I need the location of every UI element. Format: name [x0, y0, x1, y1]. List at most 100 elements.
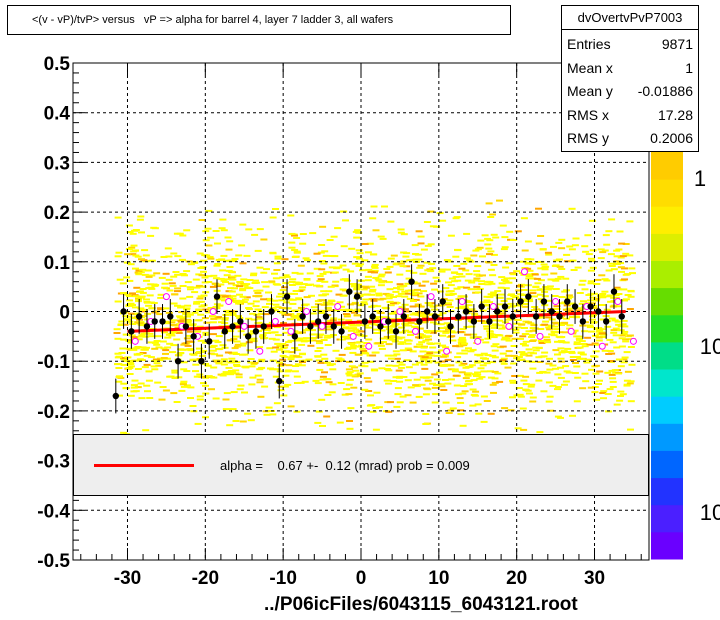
density-cell: [530, 352, 537, 355]
density-cell: [390, 296, 397, 298]
density-cell: [291, 256, 299, 258]
density-cell: [245, 307, 253, 309]
open-point: [567, 327, 575, 335]
density-cell: [153, 343, 161, 346]
density-cell: [187, 288, 194, 291]
density-cell: [189, 405, 197, 407]
density-cell: [460, 362, 468, 365]
density-cell: [250, 274, 257, 277]
density-cell: [193, 302, 200, 305]
density-cell: [524, 267, 532, 270]
density-cell: [265, 291, 272, 294]
density-cell: [609, 380, 617, 383]
density-cell: [609, 386, 617, 388]
density-cell: [296, 272, 304, 275]
density-cell: [271, 331, 279, 334]
density-cell: [374, 310, 381, 312]
density-cell: [404, 292, 412, 295]
density-cell: [513, 270, 521, 273]
density-cell: [180, 380, 188, 383]
density-cell: [379, 237, 387, 240]
density-cell: [261, 336, 269, 339]
density-cell: [574, 356, 581, 358]
density-cell: [399, 331, 407, 334]
density-cell: [299, 242, 307, 245]
density-cell: [604, 371, 612, 374]
fit-legend: alpha = 0.67 +- 0.12 (mrad) prob = 0.009: [73, 434, 649, 496]
density-cell: [350, 344, 358, 347]
density-cell: [474, 353, 482, 356]
density-cell: [315, 340, 323, 343]
density-cell: [601, 278, 609, 281]
profile-point: [307, 323, 314, 330]
density-cell: [212, 277, 220, 280]
density-cell: [418, 383, 426, 386]
density-cell: [246, 349, 254, 352]
density-cell: [276, 348, 283, 351]
density-cell: [621, 330, 629, 333]
density-cell: [550, 330, 558, 333]
density-cell: [135, 300, 142, 303]
density-cell: [385, 382, 393, 385]
density-cell: [295, 283, 303, 286]
density-cell: [577, 352, 585, 354]
density-cell: [137, 307, 145, 310]
density-cell: [410, 271, 418, 274]
profile-point: [602, 318, 610, 325]
density-cell: [361, 259, 369, 262]
density-cell: [426, 351, 434, 354]
density-cell: [420, 363, 428, 366]
density-cell: [218, 296, 226, 299]
density-cell: [337, 358, 345, 361]
density-cell: [623, 383, 631, 386]
density-cell: [151, 359, 159, 362]
density-cell: [588, 257, 595, 260]
density-cell: [241, 298, 249, 301]
density-cell: [565, 294, 573, 297]
density-cell: [532, 349, 540, 352]
density-cell: [609, 341, 617, 344]
density-cell: [465, 372, 473, 375]
density-cell: [316, 275, 324, 278]
open-point: [598, 342, 606, 350]
density-cell: [462, 366, 470, 369]
density-cell: [293, 251, 301, 254]
density-cell: [261, 385, 269, 388]
density-cell: [413, 326, 420, 329]
density-cell: [392, 364, 400, 367]
density-cell: [416, 327, 424, 330]
density-cell: [387, 318, 395, 321]
stat-label: RMS x: [567, 107, 609, 123]
density-cell: [505, 262, 513, 265]
density-cell: [165, 311, 173, 314]
palette-label: 1: [694, 166, 706, 191]
density-cell: [272, 208, 279, 210]
density-cell: [613, 255, 621, 258]
density-cell: [485, 202, 493, 205]
density-cell: [431, 401, 439, 404]
density-cell: [127, 359, 135, 362]
density-cell: [587, 386, 595, 389]
y-tick-label: -0.2: [37, 402, 70, 423]
density-cell: [501, 336, 509, 339]
density-cell: [540, 390, 548, 393]
density-cell: [333, 267, 341, 270]
density-cell: [138, 397, 146, 400]
density-cell: [174, 287, 182, 290]
density-cell: [139, 288, 147, 290]
profile-point: [174, 358, 182, 365]
density-cell: [161, 331, 168, 334]
density-cell: [208, 388, 215, 391]
density-cell: [404, 339, 411, 342]
density-cell: [361, 361, 369, 364]
density-cell: [226, 240, 234, 243]
density-cell: [250, 318, 258, 321]
density-cell: [332, 349, 340, 352]
density-cell: [405, 289, 413, 292]
profile-point: [135, 313, 143, 320]
density-cell: [403, 310, 411, 313]
density-cell: [520, 352, 528, 355]
density-cell: [305, 358, 313, 361]
density-cell: [146, 294, 154, 297]
density-cell: [516, 393, 524, 396]
